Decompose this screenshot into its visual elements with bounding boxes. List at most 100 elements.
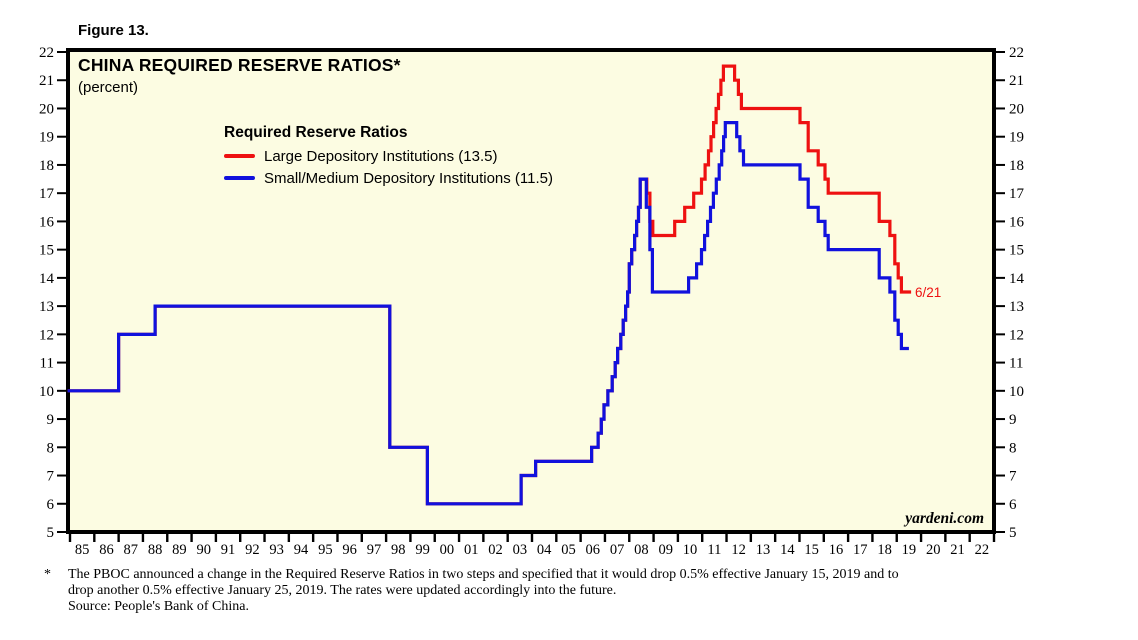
svg-text:22: 22 [975,542,990,558]
svg-text:7: 7 [47,469,55,485]
svg-text:12: 12 [731,542,746,558]
svg-text:12: 12 [1009,327,1024,343]
svg-text:20: 20 [926,542,941,558]
footnote-lines: The PBOC announced a change in the Requi… [68,567,1114,615]
svg-text:7: 7 [1009,469,1017,485]
svg-text:12: 12 [39,327,54,343]
svg-text:14: 14 [1009,271,1025,287]
svg-text:5: 5 [1009,525,1017,541]
svg-text:04: 04 [537,542,552,558]
line-end-date-label: 6/21 [915,285,941,300]
svg-text:05: 05 [561,542,576,558]
x-axis-ticks [68,534,996,542]
legend-item-small-medium: Small/Medium Depository Institutions (11… [224,167,553,189]
svg-text:92: 92 [245,542,260,558]
legend-title: Required Reserve Ratios [224,124,408,141]
plot-frame [66,48,996,534]
svg-text:15: 15 [804,542,819,558]
legend-label-small-medium: Small/Medium Depository Institutions (11… [264,169,553,187]
svg-text:10: 10 [1009,384,1024,400]
svg-text:85: 85 [75,542,90,558]
svg-text:01: 01 [464,542,479,558]
svg-text:21: 21 [950,542,965,558]
y-axis-ticks [57,51,1005,533]
y-axis-labels: 5 5 6 6 7 7 8 8 9 9 10 10 11 11 12 12 13 13 14 14 15 15 16 16 17… [39,45,1025,541]
svg-text:21: 21 [1009,73,1024,89]
footnote-line-1: The PBOC announced a change in the Requi… [68,567,899,582]
svg-text:5: 5 [47,525,55,541]
svg-text:02: 02 [488,542,503,558]
svg-text:16: 16 [829,542,844,558]
svg-text:13: 13 [1009,299,1024,315]
chart-title: CHINA REQUIRED RESERVE RATIOS* [78,55,401,75]
svg-text:08: 08 [634,542,649,558]
svg-text:16: 16 [1009,214,1025,230]
svg-text:15: 15 [1009,243,1024,259]
svg-text:22: 22 [1009,45,1024,61]
svg-text:9: 9 [47,412,55,428]
legend-item-large: Large Depository Institutions (13.5) [224,145,553,167]
svg-text:11: 11 [40,356,54,372]
svg-text:93: 93 [269,542,284,558]
svg-text:20: 20 [39,101,54,117]
svg-text:11: 11 [707,542,721,558]
watermark-yardeni: yardeni.com [905,510,984,527]
svg-text:18: 18 [39,158,54,174]
chart-subtitle: (percent) [78,79,139,96]
svg-text:22: 22 [39,45,54,61]
figure-label: Figure 13. [78,22,149,39]
svg-text:03: 03 [513,542,528,558]
svg-text:15: 15 [39,243,54,259]
svg-text:21: 21 [39,73,54,89]
svg-text:6: 6 [1009,497,1017,513]
svg-text:99: 99 [415,542,430,558]
svg-text:19: 19 [39,130,54,146]
svg-text:13: 13 [39,299,54,315]
svg-text:00: 00 [440,542,455,558]
series-line-small-medium-depository-institutions-11-5 [67,121,909,506]
svg-text:20: 20 [1009,101,1024,117]
svg-text:9: 9 [1009,412,1017,428]
svg-text:17: 17 [1009,186,1025,202]
svg-text:8: 8 [47,440,55,456]
svg-text:90: 90 [196,542,211,558]
svg-text:98: 98 [391,542,406,558]
svg-text:97: 97 [367,542,382,558]
legend: Required Reserve Ratios Large Depository… [224,124,553,189]
svg-text:17: 17 [853,542,868,558]
svg-text:18: 18 [1009,158,1024,174]
svg-text:13: 13 [756,542,771,558]
x-axis-labels: 85 86 87 88 89 90 91 92 93 94 95 96 97 98 99 00 01 02 03 04… [75,542,989,558]
svg-text:8: 8 [1009,440,1017,456]
svg-text:16: 16 [39,214,55,230]
svg-text:89: 89 [172,542,187,558]
svg-text:87: 87 [124,542,139,558]
svg-text:14: 14 [39,271,55,287]
svg-text:09: 09 [658,542,673,558]
legend-swatch-large-line [224,154,255,158]
svg-text:94: 94 [294,542,309,558]
svg-text:95: 95 [318,542,333,558]
footnote-line-2: drop another 0.5% effective January 25, … [68,583,617,598]
svg-text:17: 17 [39,186,55,202]
svg-text:19: 19 [1009,130,1024,146]
legend-label-large: Large Depository Institutions (13.5) [264,147,498,165]
svg-text:91: 91 [221,542,236,558]
svg-text:86: 86 [99,542,114,558]
svg-text:18: 18 [877,542,892,558]
legend-swatch-small-medium-line [224,176,255,180]
footnote-marker: * [44,567,51,582]
svg-text:10: 10 [683,542,698,558]
svg-text:11: 11 [1009,356,1023,372]
svg-text:88: 88 [148,542,163,558]
svg-text:6: 6 [47,497,55,513]
svg-text:10: 10 [39,384,54,400]
svg-text:19: 19 [902,542,917,558]
svg-text:07: 07 [610,542,625,558]
svg-text:14: 14 [780,542,795,558]
svg-text:06: 06 [586,542,601,558]
footnote-line-3: Source: People's Bank of China. [68,599,249,614]
footnote: * The PBOC announced a change in the Req… [44,567,1114,615]
